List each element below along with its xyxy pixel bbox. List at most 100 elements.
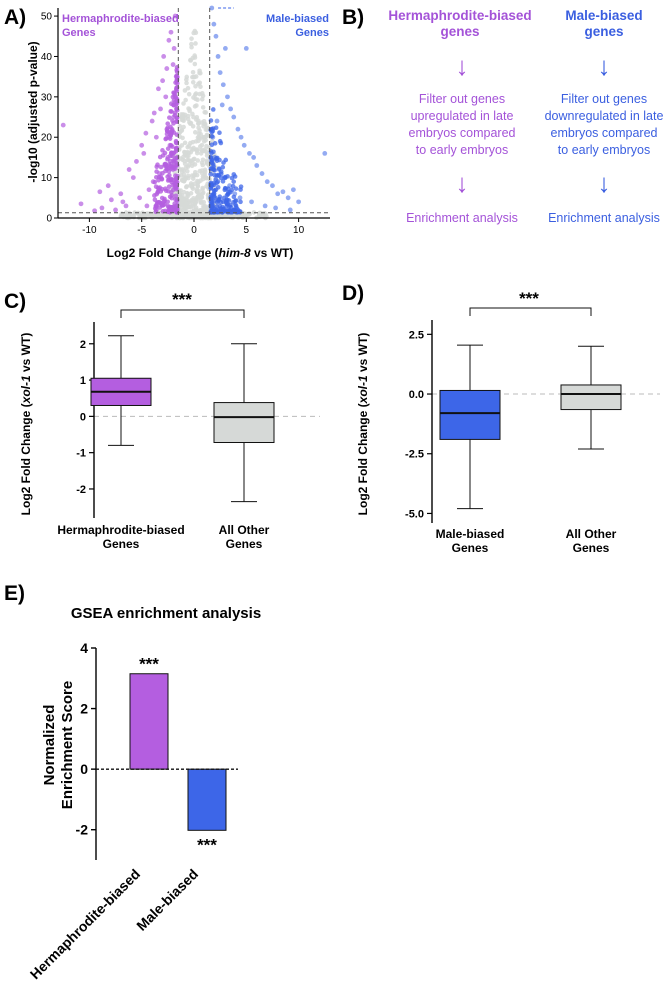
gsea-bar: [187, 768, 227, 831]
gray-point: [183, 97, 188, 103]
male-gene-point: [296, 199, 302, 205]
boxplot-c-y-tick-label: -1: [76, 448, 86, 460]
male-gene-point: [215, 54, 221, 59]
herm-gene-point: [164, 136, 169, 141]
male-gene-point: [228, 202, 233, 208]
gray-point: [193, 83, 198, 89]
male-gene-point: [238, 134, 244, 140]
herm-gene-point: [99, 205, 105, 211]
male-filter-line-4: to early embryos: [558, 143, 650, 157]
herm-gene-point: [153, 203, 159, 209]
male-enrichment-label: Enrichment analysis: [548, 211, 660, 225]
herm-gene-point: [156, 187, 161, 192]
male-arrow-2-icon: ↓: [598, 168, 611, 198]
herm-gene-point: [173, 176, 179, 182]
gray-point: [123, 210, 129, 215]
male-gene-point: [228, 106, 234, 112]
herm-gene-point: [97, 189, 103, 195]
herm-gene-point: [164, 126, 170, 132]
male-gene-point: [216, 167, 222, 172]
gray-point: [188, 121, 193, 127]
gray-point: [193, 74, 199, 79]
herm-gene-point: [118, 191, 124, 197]
herm-gene-point: [164, 166, 170, 172]
herm-gene-point: [173, 102, 179, 108]
gray-point: [184, 205, 190, 211]
male-flow-title-2: genes: [584, 24, 623, 39]
male-gene-point: [209, 142, 215, 148]
herm-gene-point: [172, 13, 178, 19]
gray-point: [201, 211, 207, 216]
male-gene-point: [222, 45, 228, 51]
herm-gene-point: [130, 175, 136, 181]
boxplot-c-y-tick-label: 1: [80, 375, 86, 387]
gray-point: [132, 211, 138, 217]
male-gene-point: [217, 130, 222, 136]
gray-point: [192, 169, 198, 175]
boxplot-c-cat-1-line-2: Genes: [103, 537, 140, 551]
herm-gene-point: [173, 185, 179, 191]
gray-point: [182, 115, 188, 120]
gray-point: [194, 148, 200, 153]
gray-point: [204, 158, 210, 163]
gray-point: [184, 190, 190, 196]
gray-point: [199, 96, 205, 102]
herm-gene-point: [78, 201, 84, 207]
male-gene-point: [210, 107, 216, 112]
gray-point: [199, 160, 205, 166]
gray-point: [188, 190, 194, 196]
male-gene-point: [251, 155, 257, 160]
gray-point: [204, 143, 209, 149]
male-gene-point: [237, 195, 243, 201]
boxplot-c-y-tick-label: 0: [80, 411, 86, 423]
herm-gene-point: [160, 153, 166, 158]
male-gene-point: [280, 189, 286, 195]
gray-point: [184, 80, 189, 86]
male-gene-point: [231, 199, 236, 205]
male-gene-point: [241, 142, 247, 148]
gray-point: [202, 169, 208, 175]
gray-point: [198, 151, 204, 156]
male-gene-point: [219, 102, 225, 108]
gsea-bar-annotation: ***: [197, 835, 217, 854]
gsea-y-tick-label: 4: [80, 640, 88, 656]
herm-gene-point: [126, 167, 132, 172]
herm-enrichment-label: Enrichment analysis: [406, 211, 518, 225]
herm-gene-point: [60, 122, 66, 128]
volcano-y-tick-label: 10: [41, 173, 53, 184]
herm-gene-point: [173, 193, 179, 199]
male-arrow-1-icon: ↓: [598, 51, 611, 81]
male-gene-point: [231, 179, 237, 184]
male-gene-point: [209, 204, 215, 210]
male-gene-point: [220, 82, 226, 88]
panel-label-b: B): [342, 6, 364, 29]
male-gene-point: [235, 126, 241, 132]
gray-point: [183, 184, 189, 190]
male-gene-point: [218, 171, 224, 177]
gray-point: [197, 80, 203, 86]
herm-gene-point: [168, 29, 174, 35]
herm-gene-point: [152, 197, 158, 203]
male-gene-point: [259, 171, 265, 176]
boxplot-c-significance: ***: [172, 290, 192, 309]
boxplot-c-significance-bracket: [120, 309, 245, 318]
gray-point: [192, 61, 198, 67]
herm-gene-point: [120, 199, 126, 205]
herm-gene-point: [137, 195, 143, 201]
male-gene-point: [270, 183, 275, 189]
boxplot-c-y-tick-label: 2: [80, 339, 86, 351]
gsea-category-label: Male-biased: [133, 866, 201, 934]
herm-gene-point: [151, 110, 157, 116]
male-gene-point: [213, 33, 219, 39]
herm-gene-point: [143, 130, 149, 136]
herm-filter-line-1: Filter out genes: [419, 92, 505, 106]
volcano-y-tick-label: 50: [41, 12, 53, 23]
herm-gene-point: [165, 121, 171, 126]
gray-point: [215, 214, 221, 220]
panel-label-a: A): [4, 6, 26, 29]
herm-gene-point: [161, 54, 167, 59]
herm-filter-line-3: embryos compared: [409, 126, 516, 140]
gsea-category-label: Hermaphrodite-biased: [27, 866, 143, 982]
volcano-x-tick-label: 0: [191, 225, 197, 236]
herm-gene-point: [146, 187, 152, 193]
